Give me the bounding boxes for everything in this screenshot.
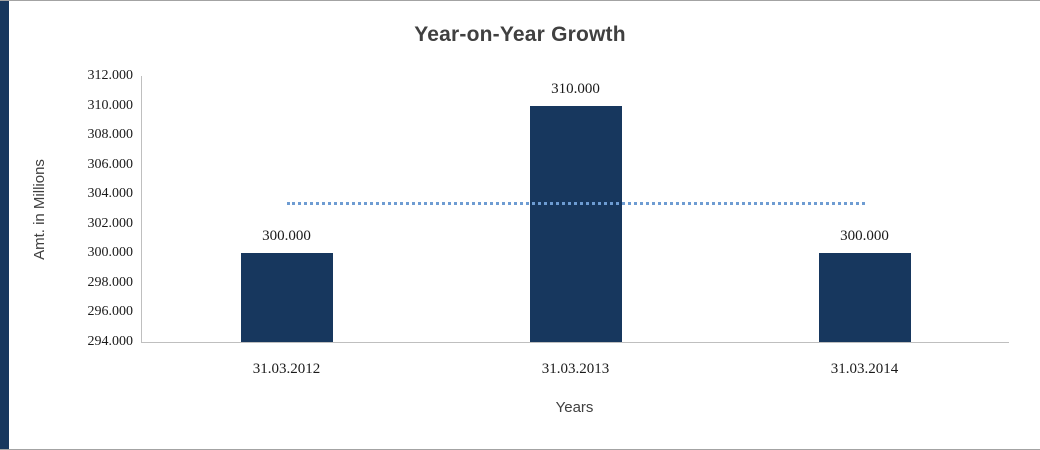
bar-31.03.2012 [240, 253, 333, 342]
y-axis-tick-label: 302.000 [87, 215, 134, 231]
x-axis-tick-label: 31.03.2012 [252, 361, 321, 377]
y-axis-tick-label: 294.000 [87, 334, 134, 349]
x-axis-tick-label: 31.03.2013 [541, 361, 610, 377]
y-axis-tick-label: 296.000 [87, 304, 134, 320]
y-axis-tick-label: 304.000 [87, 186, 134, 202]
y-axis-title: Amt. in Millions [30, 158, 48, 260]
y-axis-tick-label: 308.000 [87, 127, 134, 143]
data-label: 300.000 [840, 228, 889, 245]
bar-31.03.2013 [529, 105, 622, 342]
y-axis-tick-label: 310.000 [87, 97, 134, 113]
data-label: 310.000 [551, 80, 600, 97]
y-axis-tick-label: 298.000 [87, 274, 134, 290]
trendline [286, 202, 865, 206]
y-axis-tick-label: 306.000 [87, 156, 134, 172]
plot-area: 312.000 310.000 308.000 306.000 304.000 302.0… [88, 68, 1009, 377]
y-axis-tick-label: 300.000 [87, 245, 134, 261]
x-axis-title: Years [555, 399, 594, 416]
x-axis-tick-label: 31.03.2014 [830, 361, 899, 377]
y-axis-title-container: Amt. in Millions [28, 76, 50, 342]
y-axis-tick-label: 312.000 [87, 68, 134, 83]
bar-31.03.2014 [818, 253, 911, 342]
left-accent-strip [0, 1, 9, 449]
data-label: 300.000 [262, 228, 311, 245]
chart-title: Year-on-Year Growth [414, 23, 626, 46]
